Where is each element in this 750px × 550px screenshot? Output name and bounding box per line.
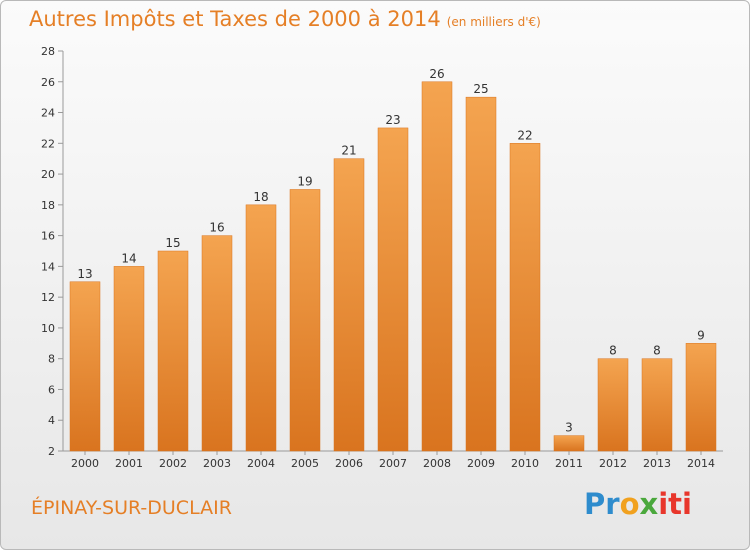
y-tick-label: 2 [48,445,55,458]
x-tick-label: 2005 [291,457,319,470]
y-tick-label: 10 [41,322,55,335]
y-tick-label: 26 [41,76,55,89]
y-tick-label: 20 [41,168,55,181]
bar-2013 [641,358,673,452]
x-tick-label: 2002 [159,457,187,470]
x-tick-label: 2011 [555,457,583,470]
x-tick-label: 2000 [71,457,99,470]
city-name: ÉPINAY-SUR-DUCLAIR [31,497,232,519]
x-tick-label: 2010 [511,457,539,470]
x-tick-label: 2003 [203,457,231,470]
y-tick-label: 12 [41,291,55,304]
y-tick-label: 16 [41,230,55,243]
bar-2001 [113,266,145,452]
data-label: 19 [297,174,312,188]
y-tick-label: 14 [41,260,55,273]
y-tick-label: 28 [41,45,55,58]
data-label: 22 [517,128,532,142]
bar-2003 [201,235,233,452]
x-tick-label: 2014 [687,457,715,470]
bar-2010 [509,143,541,452]
bar-2000 [69,281,101,452]
proxiti-logo: Proxiti [584,487,692,521]
data-label: 25 [473,82,488,96]
data-label: 3 [565,421,573,435]
bar-2011 [553,435,585,452]
data-label: 9 [697,328,705,342]
bar-2005 [289,189,321,452]
bar-2006 [333,158,365,452]
data-label: 26 [429,67,444,81]
y-tick-label: 18 [41,199,55,212]
y-tick-label: 6 [48,383,55,396]
y-tick-label: 22 [41,137,55,150]
bar-2009 [465,96,497,452]
bar-2012 [597,358,629,452]
x-tick-label: 2009 [467,457,495,470]
chart-title-unit: (en milliers d'€) [446,15,541,29]
bar-2007 [377,127,409,452]
bar-2004 [245,204,277,452]
y-tick-label: 24 [41,107,55,120]
x-tick-label: 2013 [643,457,671,470]
y-tick-label: 8 [48,353,55,366]
data-label: 8 [609,344,617,358]
x-tick-label: 2008 [423,457,451,470]
data-label: 8 [653,344,661,358]
data-label: 23 [385,113,400,127]
bar-2008 [421,81,453,452]
data-label: 15 [165,236,180,250]
data-label: 18 [253,190,268,204]
x-tick-label: 2007 [379,457,407,470]
data-label: 14 [121,251,136,265]
x-tick-label: 2012 [599,457,627,470]
bar-2002 [157,250,189,452]
x-tick-label: 2004 [247,457,275,470]
x-tick-label: 2001 [115,457,143,470]
data-label: 21 [341,144,356,158]
x-tick-label: 2006 [335,457,363,470]
bar-2014 [685,343,717,452]
data-label: 16 [209,221,224,235]
data-label: 13 [77,267,92,281]
y-tick-label: 4 [48,414,55,427]
chart-title: Autres Impôts et Taxes de 2000 à 2014 (en… [29,7,541,31]
chart-title-text: Autres Impôts et Taxes de 2000 à 2014 [29,7,441,31]
